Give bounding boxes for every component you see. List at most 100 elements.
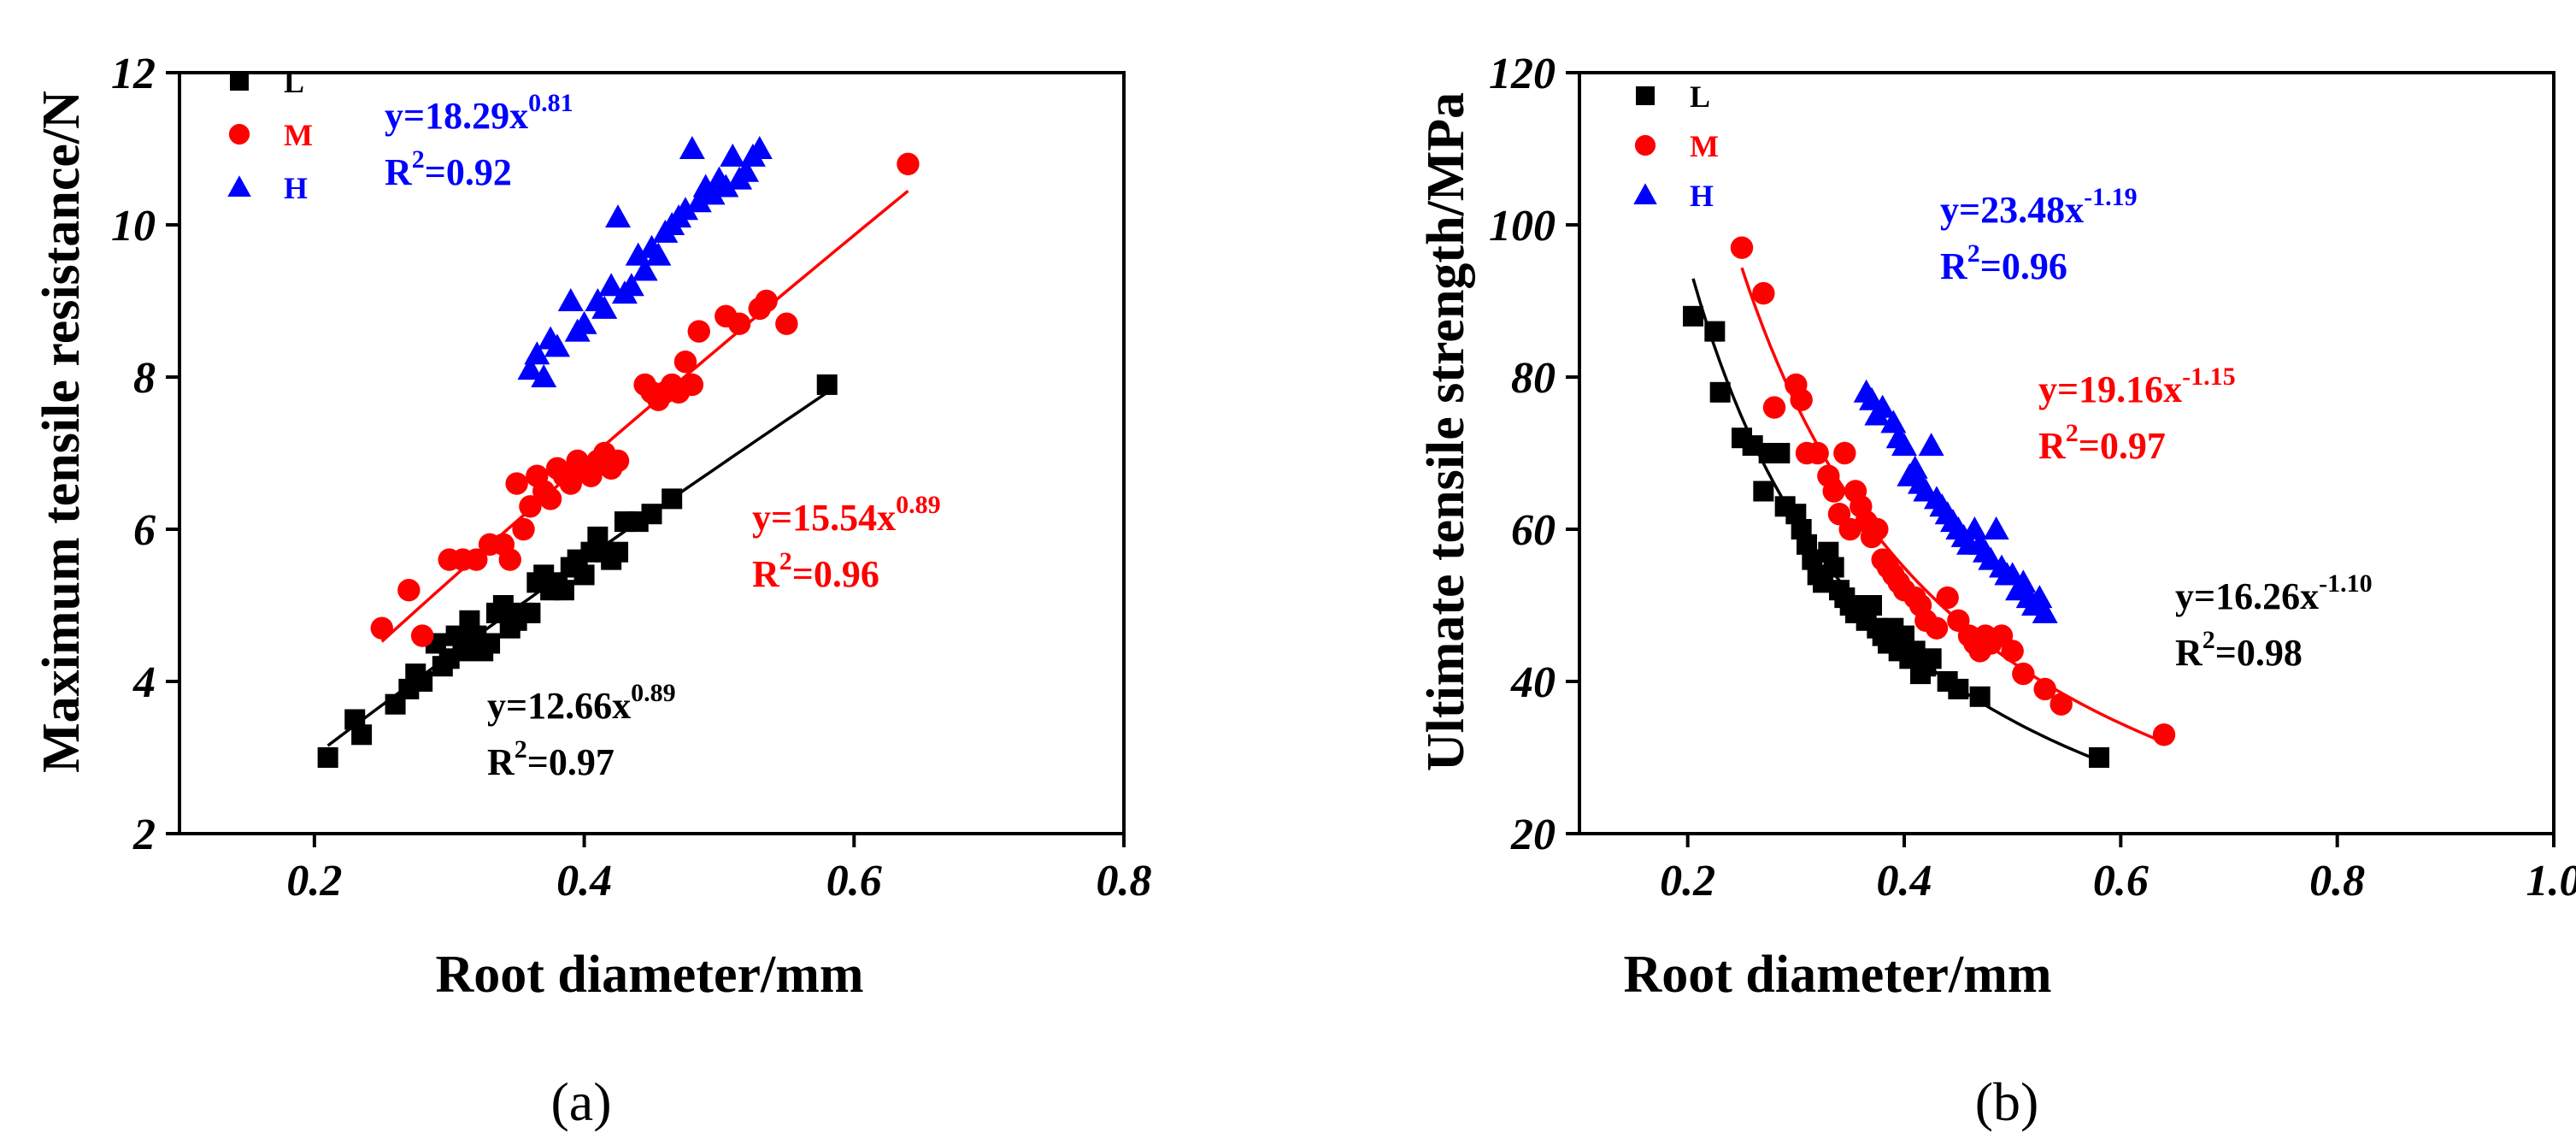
panel-b-point-h <box>1918 433 1944 457</box>
panel-a-equation-m: y=15.54x0.89 R2=0.96 <box>752 491 941 595</box>
panel-a-legend-marker-m <box>228 123 250 145</box>
panel-b-point-m <box>1806 441 1829 465</box>
panel-a-point-l <box>641 504 662 525</box>
panel-b-y-tick-label: 100 <box>1489 202 1556 251</box>
panel-b-equations: y=16.26x-1.10 R2=0.98 y=19.16x-1.15 R2=0.97… <box>1940 183 2373 674</box>
panel-a-point-h <box>746 136 773 159</box>
panel-b-point-l <box>1969 686 1991 707</box>
panel-a-point-m <box>519 495 542 518</box>
panel-a-point-h <box>685 189 712 213</box>
panel-b-x-tick-label: 0.2 <box>1660 857 1715 905</box>
panel-a-point-h <box>632 257 658 281</box>
panel-a-point-m <box>410 624 434 647</box>
panel-b-point-l <box>1861 595 1882 616</box>
panel-a-y-axis-title: Maximum tensile resistance/N <box>32 91 91 773</box>
panel-a-legend-label-m: M <box>284 118 313 152</box>
panel-a-equation-r2-l: R2=0.97 <box>487 735 615 783</box>
panel-b-point-m <box>1822 480 1845 503</box>
panel-b-point-m <box>2001 640 2024 663</box>
panel-a-point-l <box>816 374 838 395</box>
panel-a-point-m <box>775 312 798 335</box>
panel-a-equation-r2-h: R2=0.92 <box>385 145 512 193</box>
panel-b-equation-formula-m: y=19.16x-1.15 <box>2038 363 2236 410</box>
panel-a-point-h <box>524 341 550 365</box>
panel-b-equation-r2-h: R2=0.96 <box>1940 239 2067 287</box>
panel-a-y-tick-label: 8 <box>133 354 156 403</box>
panel-a-point-l <box>412 671 433 692</box>
panel-b-marks <box>1683 236 2176 768</box>
panel-b-y-tick-label: 40 <box>1510 658 1556 707</box>
panel-b-point-h <box>2032 599 2058 623</box>
panel-a-point-h <box>591 295 618 319</box>
panel-b-x-tick-label: 0.4 <box>1877 857 1932 905</box>
panel-a-legend-marker-l <box>230 72 249 91</box>
panel-b-point-m <box>1730 236 1754 259</box>
panel-b-y-tick-label: 20 <box>1510 811 1556 859</box>
panel-b-point-m <box>2050 693 2073 716</box>
panel-a-ticks: 0.2 0.4 0.6 0.8 2 4 6 8 10 12 <box>111 50 1152 905</box>
panel-a-point-h <box>618 273 644 297</box>
panel-b-point-m <box>2152 723 2176 746</box>
panel-b-point-h <box>1869 394 1896 418</box>
panel-b-x-tick-label: 0.8 <box>2309 857 2365 905</box>
panel-b-point-m <box>1790 388 1813 411</box>
panel-b-point-l <box>1769 443 1791 463</box>
panel-a-point-m <box>673 351 697 374</box>
panel-b-point-m <box>1925 616 1949 640</box>
panel-a-point-l <box>608 541 629 563</box>
panel-b-point-l <box>1683 305 1703 327</box>
panel-b-point-l <box>1823 557 1844 578</box>
panel-a-plot-frame <box>178 71 1126 835</box>
panel-b-chart: 0.2 0.4 0.6 0.8 1.0 20 40 60 80 100 120 LMH y=16.2… <box>1417 50 2576 1132</box>
panel-b-legend-marker-l <box>1636 86 1655 105</box>
panel-a-point-m <box>680 373 704 397</box>
panel-b-legend-label-h: H <box>1690 179 1714 213</box>
panel-a-y-tick-label: 10 <box>111 202 156 251</box>
panel-b-point-l <box>1704 321 1726 342</box>
panel-b-point-l <box>2089 747 2109 768</box>
panel-a-y-tick-label: 4 <box>132 658 156 707</box>
panel-b-point-m <box>1762 396 1786 419</box>
panel-a-point-h <box>720 143 746 167</box>
panel-b-point-h <box>1983 516 2009 540</box>
panel-b-plot-frame <box>1578 71 2555 835</box>
panel-b-point-l <box>1709 381 1731 403</box>
panel-b-x-tick-label: 0.6 <box>2093 857 2149 905</box>
panel-a-point-h <box>517 357 544 380</box>
panel-a-equation-r2-m: R2=0.96 <box>752 547 879 595</box>
panel-b-point-m <box>1866 517 1889 541</box>
panel-b-point-m <box>2012 662 2035 686</box>
panel-b-legend-marker-m <box>1634 134 1656 156</box>
panel-a-equation-h: y=18.29x0.81 R2=0.92 <box>385 89 573 193</box>
panel-a-legend-marker-h <box>227 175 251 197</box>
panel-a-point-m <box>505 472 528 495</box>
panel-b-equation-formula-l: y=16.26x-1.10 <box>2175 569 2373 617</box>
panel-b-x-tick-label: 1.0 <box>2526 857 2576 905</box>
panel-b-legend: LMH <box>1633 80 1719 213</box>
panel-b-point-h <box>1891 433 1917 457</box>
panel-a-point-m <box>538 487 562 510</box>
panel-a-point-l <box>479 633 501 654</box>
panel-b-point-l <box>1753 481 1774 502</box>
panel-a-point-m <box>512 517 535 541</box>
panel-a-x-axis-title: Root diameter/mm <box>436 946 864 1004</box>
panel-a-point-m <box>465 548 488 571</box>
panel-a-point-m <box>755 289 778 313</box>
panel-a-point-h <box>672 197 698 221</box>
panel-b-equation-formula-h: y=23.48x-1.19 <box>1940 183 2138 231</box>
panel-a-point-h <box>679 136 705 159</box>
panel-a-point-h <box>571 310 597 334</box>
panel-a-point-h <box>544 333 570 357</box>
panel-a-legend-label-l: L <box>284 65 304 99</box>
panel-a-chart: 0.2 0.4 0.6 0.8 2 4 6 8 10 12 LMH y=12.66x0.89 R2=… <box>32 50 1152 1132</box>
panel-a-point-m <box>559 472 582 495</box>
panel-b-x-axis-title: Root diameter/mm <box>1624 946 2052 1004</box>
panel-a-x-tick-label: 0.2 <box>286 857 342 905</box>
panel-a-y-tick-label: 6 <box>133 506 156 555</box>
panel-a-x-tick-label: 0.6 <box>826 857 882 905</box>
panel-a-marks <box>317 136 920 768</box>
panel-a-point-h <box>713 174 739 198</box>
panel-a-y-tick-label: 12 <box>111 50 156 98</box>
